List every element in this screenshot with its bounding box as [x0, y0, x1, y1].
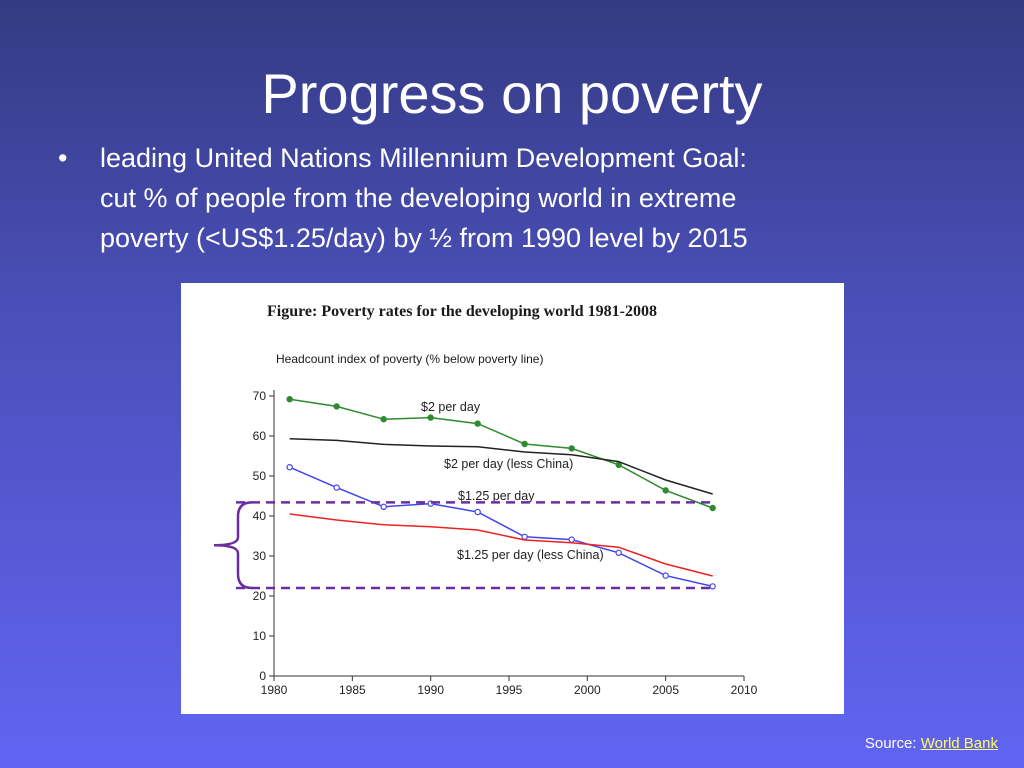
y-tick-label: 40 [253, 509, 267, 523]
series-line-3 [289, 466, 713, 588]
series-1-point [427, 414, 434, 421]
series-line-1 [289, 398, 713, 509]
bullet-line-3: poverty (<US$1.25/day) by ½ from 1990 le… [100, 223, 748, 253]
series-3-point [568, 536, 575, 543]
series-1-point [333, 403, 340, 410]
x-tick-label: 2005 [652, 683, 679, 697]
series-line-2 [289, 438, 713, 495]
series-1-point [521, 440, 528, 448]
y-axis-title: Headcount index of poverty (% below pove… [276, 352, 544, 366]
series-3-point [427, 500, 434, 507]
series-1-point [662, 487, 669, 494]
series-1-point [709, 504, 716, 512]
series-line-4 [289, 513, 713, 577]
source-label: Source: [864, 735, 921, 752]
series-3-point [474, 508, 481, 516]
source-citation: Source: World Bank [865, 735, 998, 752]
y-tick-label: 50 [253, 469, 267, 483]
x-tick-label: 1985 [339, 683, 366, 697]
x-tick-label: 1995 [496, 683, 523, 697]
bullet-text: leading United Nations Millennium Develo… [100, 138, 950, 258]
x-tick-label: 2000 [574, 683, 601, 697]
series-label: $1.25 per day (less China) [457, 548, 604, 562]
y-tick-label: 30 [253, 549, 267, 563]
series-3-point [662, 572, 669, 579]
series-3-point [380, 503, 387, 510]
series-1-point [474, 420, 481, 427]
series-3-point [709, 583, 716, 590]
x-tick-label: 2010 [731, 683, 758, 697]
series-3-point [286, 463, 293, 471]
chart-title: Figure: Poverty rates for the developing… [267, 303, 658, 320]
series-1-point [568, 445, 575, 452]
world-bank-link[interactable]: World Bank [920, 735, 998, 752]
series-1-point [380, 415, 387, 423]
y-tick-label: 70 [253, 389, 267, 403]
series-label: $2 per day (less China) [444, 457, 573, 471]
slide-title: Progress on poverty [261, 62, 763, 125]
y-tick-label: 60 [253, 429, 267, 443]
y-tick-label: 10 [253, 629, 267, 643]
y-tick-label: 20 [253, 589, 267, 603]
series-label: $2 per day [421, 400, 481, 414]
x-tick-label: 1980 [261, 683, 288, 697]
bullet-line-2: cut % of people from the developing worl… [100, 183, 737, 213]
chart-figure: Figure: Poverty rates for the developing… [181, 283, 844, 714]
series-3-point [521, 533, 528, 540]
y-tick-label: 0 [259, 669, 266, 683]
x-tick-label: 1990 [417, 683, 444, 697]
series-1-point [286, 395, 293, 403]
bullet-dot: • [58, 143, 68, 173]
poverty-line-chart: 0 10 20 30 40 50 60 70 1980 1985 1990 1995 2000 2005 2… [253, 389, 758, 697]
series-3-point [615, 549, 622, 556]
series-3-point [333, 484, 340, 491]
series-label: $1.25 per day [458, 489, 535, 503]
bullet-line-1: leading United Nations Millennium Develo… [100, 143, 747, 173]
